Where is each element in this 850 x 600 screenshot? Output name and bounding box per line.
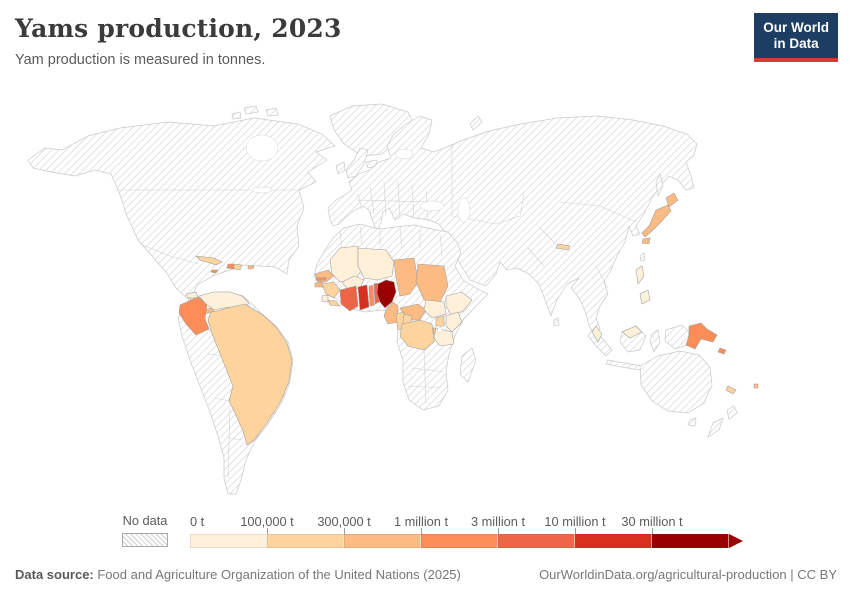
landmass-new-zealand <box>726 405 738 420</box>
country-puerto-rico[interactable] <box>247 265 255 270</box>
owid-logo[interactable]: Our World in Data <box>754 13 838 62</box>
data-source-note: Data source: Food and Agriculture Organi… <box>15 567 461 582</box>
legend-tick <box>498 528 499 534</box>
world-map[interactable] <box>0 98 850 506</box>
country-dominican-republic[interactable] <box>233 263 243 271</box>
legend-bin-4[interactable]: 3 million t <box>471 514 575 548</box>
legend-bin-label: 100,000 t <box>240 514 294 529</box>
owid-credit-link[interactable]: OurWorldinData.org/agricultural-producti… <box>539 567 837 582</box>
legend-bin-label: 10 million t <box>544 514 606 529</box>
country-japan-hokkaido[interactable] <box>665 192 679 208</box>
legend-bin-3[interactable]: 1 million t <box>394 514 498 548</box>
landmass-australia <box>639 350 713 414</box>
landmass-madagascar <box>459 347 477 383</box>
country-japan-honshu[interactable] <box>641 204 672 238</box>
country-solomon-islands[interactable] <box>717 347 727 355</box>
landmass-north-america <box>27 117 336 319</box>
legend-bin-label: 3 million t <box>470 514 526 529</box>
country-colombia[interactable] <box>178 296 210 336</box>
lakes <box>245 134 471 333</box>
country-philippines-luzon[interactable] <box>635 265 645 285</box>
country-malaysia-peninsula[interactable] <box>591 325 603 343</box>
legend-no-data-label: No data <box>122 513 168 528</box>
country-sierra-leone[interactable] <box>321 294 329 303</box>
country-malaysia-borneo[interactable] <box>621 325 643 339</box>
country-gambia[interactable] <box>315 277 327 281</box>
country-ghana[interactable] <box>357 284 370 311</box>
country-cuba[interactable] <box>195 255 223 266</box>
legend-no-data: No data <box>122 513 168 547</box>
chart-header: Yams production, 2023 Yam production is … <box>15 14 755 68</box>
country-japan-kyushu[interactable] <box>641 237 651 245</box>
data-source-label: Data source: <box>15 567 94 582</box>
chart-subtitle: Yam production is measured in tonnes. <box>15 52 266 68</box>
data-source-text: Food and Agriculture Organization of the… <box>93 567 461 582</box>
country-brazil[interactable] <box>207 303 293 446</box>
country-liberia[interactable] <box>327 299 341 307</box>
country-new-caledonia[interactable] <box>725 385 737 395</box>
legend-tick <box>421 528 422 534</box>
country-uganda[interactable] <box>435 315 445 327</box>
owid-logo-line2: in Data <box>773 36 819 52</box>
country-guinea-bissau[interactable] <box>314 281 323 288</box>
country-kenya[interactable] <box>445 311 463 333</box>
legend-tick <box>652 528 653 534</box>
map-legend: No data 0 t 100,000 t 300,000 t 1 million t… <box>0 513 850 555</box>
country-drc[interactable] <box>399 319 435 351</box>
legend-tick <box>267 528 268 534</box>
legend-bin-label: 300,000 t <box>317 514 371 529</box>
country-philippines-mindanao[interactable] <box>639 289 651 305</box>
country-togo[interactable] <box>368 285 375 307</box>
legend-tick <box>344 528 345 534</box>
country-ethiopia[interactable] <box>445 291 473 317</box>
page-title: Yams production, 2023 <box>15 14 342 43</box>
country-jamaica[interactable] <box>210 269 219 274</box>
country-nepal[interactable] <box>555 243 571 251</box>
chart-footer: Data source: Food and Agriculture Organi… <box>15 567 837 582</box>
legend-bin-label: 30 million t <box>621 514 683 529</box>
country-niger[interactable] <box>357 247 395 281</box>
legend-bin-2[interactable]: 300,000 t <box>317 514 421 548</box>
country-chad[interactable] <box>393 257 419 297</box>
legend-bin-label: 1 million t <box>393 514 449 529</box>
country-cote-divoire[interactable] <box>339 285 359 312</box>
legend-no-data-swatch[interactable] <box>122 533 168 547</box>
legend-bin-0[interactable]: 0 t <box>190 514 267 548</box>
legend-color-bar: 0 t 100,000 t 300,000 t 1 million t 3 millio… <box>190 514 743 548</box>
legend-bin-6[interactable]: 30 million t <box>621 514 729 548</box>
country-haiti[interactable] <box>226 263 235 270</box>
country-fiji[interactable] <box>753 383 759 389</box>
landmass-eurasia <box>327 115 698 337</box>
country-nigeria[interactable] <box>376 279 397 309</box>
legend-tick <box>575 528 576 534</box>
country-guinea[interactable] <box>321 281 341 299</box>
legend-bin-label: 0 t <box>190 514 205 529</box>
legend-bin-5[interactable]: 10 million t <box>544 514 652 548</box>
owid-logo-line1: Our World <box>763 20 829 35</box>
country-south-sudan[interactable] <box>423 299 447 319</box>
legend-bin-1[interactable]: 100,000 t <box>240 514 344 548</box>
legend-arrow <box>729 534 743 548</box>
country-papua-new-guinea[interactable] <box>685 322 718 350</box>
